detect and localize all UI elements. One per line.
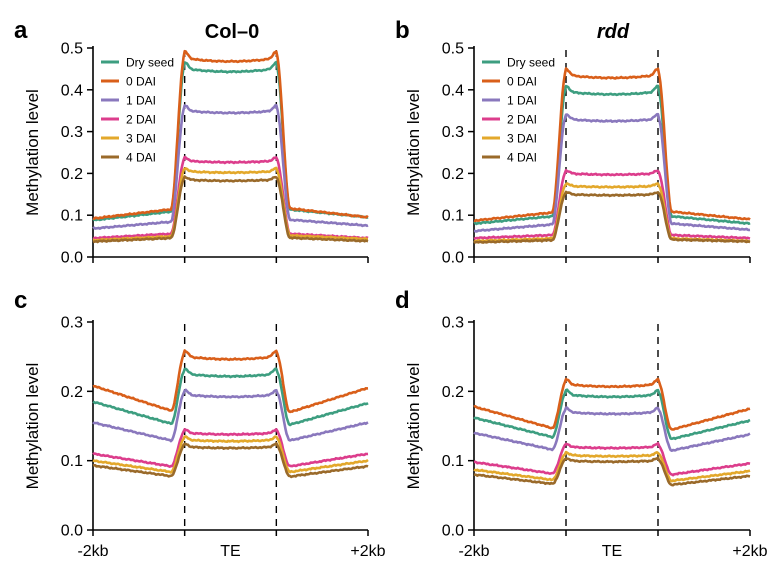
legend-label: 1 DAI [507,94,537,108]
panel-b: b rdd 0.0 0.1 0.2 0.3 0.4 0.5 Methylation level D… [395,17,751,267]
panel-letter: a [14,17,28,44]
series-line-3-dai [92,166,369,242]
series-line-2-dai [473,441,751,477]
y-axis-label: Methylation level [23,363,42,490]
y-tick-label: 0.2 [442,166,464,183]
y-tick-label: 0.0 [61,523,83,540]
series-line-4-dai [473,190,751,245]
series-line-0-dai [473,377,751,431]
legend-label: 3 DAI [507,132,537,146]
series-line-dry-seed [92,367,369,427]
y-axis-label: Methylation level [404,89,423,216]
y-tick-label: 0.5 [442,41,464,58]
series-line-dry-seed [473,388,751,441]
series-line-1-dai [92,103,369,230]
panel-d: d 0.0 0.1 0.2 0.3 -2kb TE +2kb Methylation level [395,287,768,560]
series-line-0-dai [92,49,369,220]
panel-letter: c [14,287,27,314]
y-tick-label: 0.2 [61,384,83,401]
y-tick-label: 0.1 [442,453,464,470]
legend-label: 4 DAI [126,151,156,165]
panel-c: c 0.0 0.1 0.2 0.3 -2kb TE +2kb Methylation level [14,287,386,560]
legend-label: 1 DAI [126,94,156,108]
series-line-1-dai [473,406,751,452]
x-tick-label: TE [220,543,240,560]
series-line-2-dai [473,168,751,241]
legend-label: Dry seed [507,56,555,70]
y-tick-label: 0.1 [61,453,83,470]
x-tick-label: -2kb [458,543,489,560]
series-line-0-dai [92,349,369,414]
y-tick-label: 0.1 [61,208,83,225]
y-axis-label: Methylation level [23,89,42,216]
series-line-4-dai [92,175,369,244]
y-tick-label: 0.0 [442,250,464,267]
series-line-4-dai [473,456,751,487]
y-tick-label: 0.4 [61,82,83,99]
legend-label: 2 DAI [507,113,537,127]
x-tick-label: -2kb [77,543,108,560]
y-tick-label: 0.2 [61,166,83,183]
panel-letter: b [395,17,410,44]
series-line-3-dai [92,435,369,474]
legend-label: Dry seed [126,56,174,70]
panel-letter: d [395,287,410,314]
y-tick-label: 0.0 [442,523,464,540]
legend-label: 4 DAI [507,151,537,165]
series-line-dry-seed [473,84,751,226]
legend-label: 0 DAI [507,75,537,89]
y-tick-label: 0.3 [442,315,464,332]
legend-label: 3 DAI [126,132,156,146]
series-line-3-dai [473,182,751,243]
y-tick-label: 0.5 [61,41,83,58]
series-line-4-dai [92,441,369,479]
y-tick-label: 0.3 [61,315,83,332]
legend-label: 2 DAI [126,113,156,127]
y-tick-label: 0.3 [61,124,83,141]
panel-title: Col–0 [205,21,259,43]
y-tick-label: 0.1 [442,208,464,225]
y-tick-label: 0.2 [442,384,464,401]
y-tick-label: 0.0 [61,250,83,267]
series-line-1-dai [92,388,369,443]
y-axis-label: Methylation level [404,363,423,490]
series-line-0-dai [473,67,751,223]
x-tick-label: +2kb [350,543,385,560]
y-tick-label: 0.4 [442,82,464,99]
x-tick-label: TE [602,543,622,560]
panel-title: rdd [597,21,630,43]
legend-label: 0 DAI [126,75,156,89]
series-line-2-dai [92,428,369,468]
y-tick-label: 0.3 [442,124,464,141]
series-line-1-dai [473,112,751,233]
x-tick-label: +2kb [732,543,767,560]
series-line-3-dai [473,450,751,483]
panel-a: a Col–0 0.0 0.1 0.2 0.3 0.4 0.5 Methylation leve… [14,17,369,267]
